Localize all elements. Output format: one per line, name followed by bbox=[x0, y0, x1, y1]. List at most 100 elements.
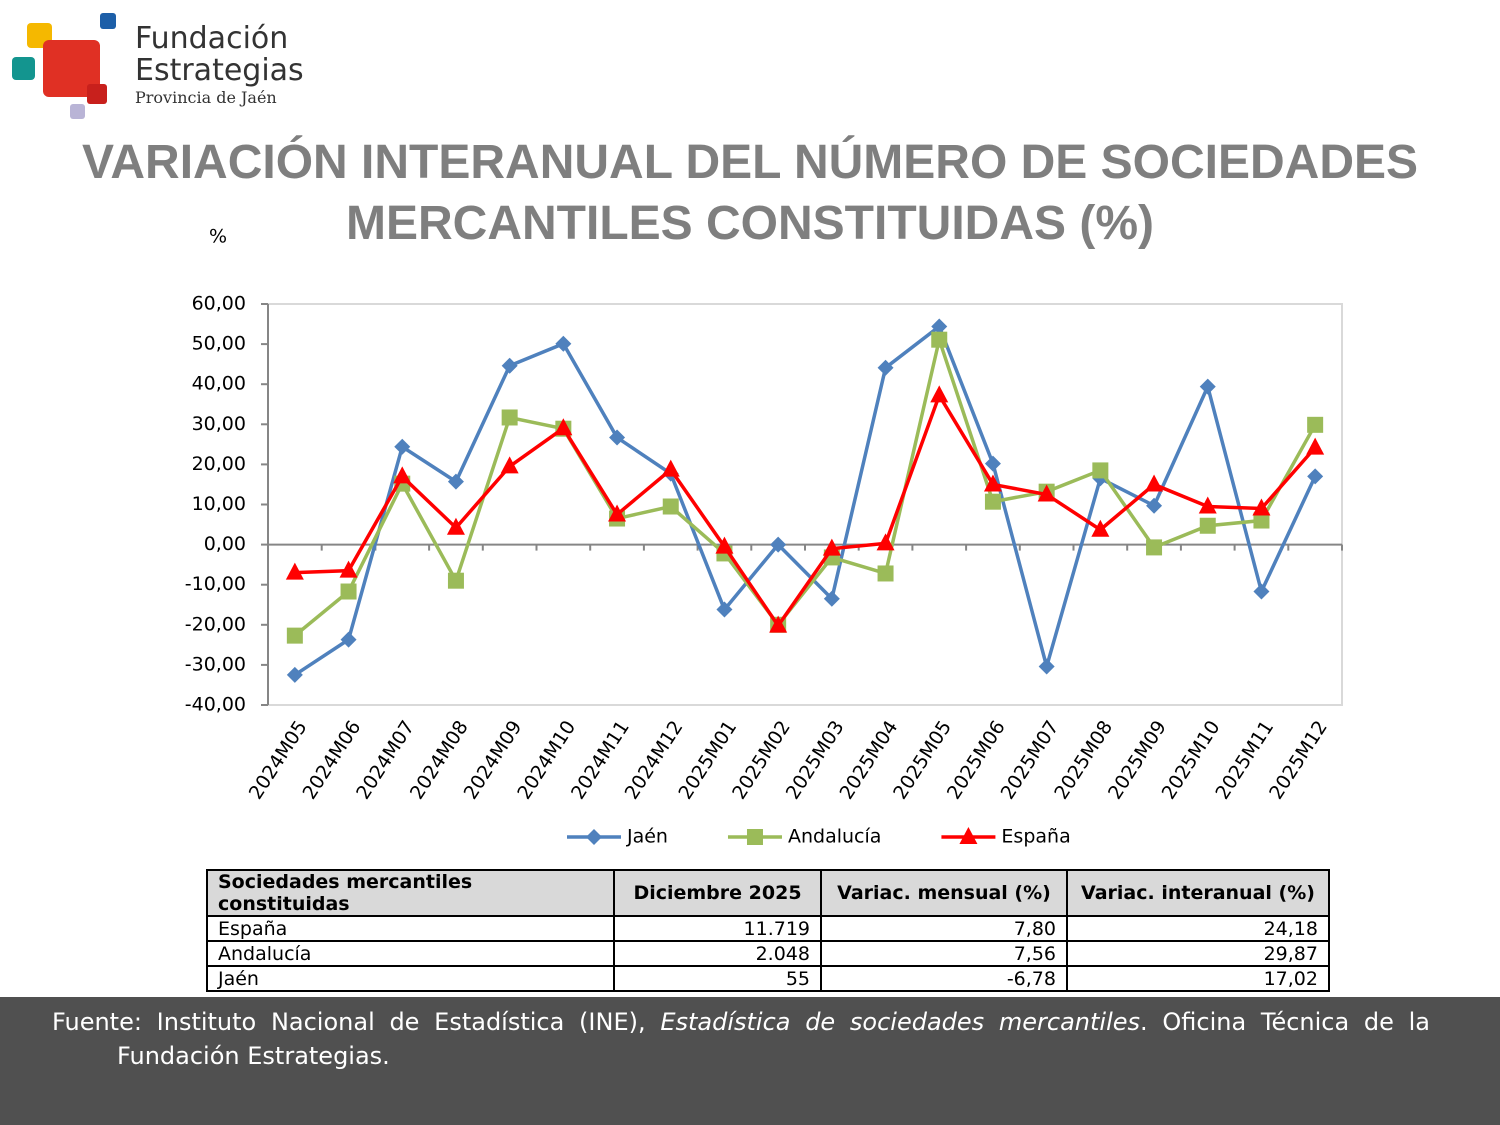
marker-square bbox=[984, 493, 1001, 510]
marker-triangle bbox=[393, 466, 412, 484]
source-text: Fuente: Instituto Nacional de Estadístic… bbox=[52, 1008, 661, 1036]
marker-triangle bbox=[339, 560, 358, 578]
marker-triangle bbox=[1306, 437, 1325, 455]
y-tick-label: -10,00 bbox=[185, 573, 246, 595]
logo-square bbox=[87, 84, 107, 104]
marker-triangle bbox=[1252, 498, 1271, 516]
marker-square bbox=[1146, 539, 1163, 556]
y-tick-label: -40,00 bbox=[185, 694, 246, 716]
logo-square bbox=[12, 57, 35, 80]
data-table: Sociedades mercantiles constituidas Dicie… bbox=[206, 869, 1330, 992]
marker-square bbox=[1199, 517, 1216, 534]
marker-triangle bbox=[876, 533, 895, 551]
marker-diamond bbox=[716, 601, 733, 618]
logo-subtext: Provincia de Jaén bbox=[135, 88, 277, 107]
logo-square bbox=[100, 13, 116, 29]
marker-diamond bbox=[877, 359, 894, 376]
marker-square bbox=[1092, 462, 1109, 479]
marker-square bbox=[340, 583, 357, 600]
marker-square bbox=[501, 409, 518, 426]
series-line bbox=[294, 391, 1317, 629]
logo-square bbox=[43, 40, 100, 97]
marker-diamond bbox=[501, 357, 518, 374]
table-cell: Jaén bbox=[206, 965, 615, 992]
marker-square bbox=[286, 627, 303, 644]
logo-text: Estrategias bbox=[135, 53, 304, 88]
marker-square bbox=[746, 829, 763, 845]
marker-diamond bbox=[555, 335, 572, 352]
table-header-cell: Diciembre 2025 bbox=[613, 869, 822, 917]
y-tick-label: 10,00 bbox=[192, 493, 246, 515]
table-cell: Andalucía bbox=[206, 940, 615, 967]
marker-triangle bbox=[446, 517, 465, 535]
marker-diamond bbox=[823, 590, 840, 607]
table-row: Andalucía 2.048 7,56 29,87 bbox=[206, 940, 1330, 967]
logo-text: Fundación bbox=[135, 21, 288, 56]
marker-diamond bbox=[1038, 658, 1055, 675]
marker-triangle bbox=[554, 418, 573, 436]
footer: Fuente: Instituto Nacional de Estadístic… bbox=[0, 997, 1500, 1125]
table-cell: -6,78 bbox=[820, 965, 1068, 992]
marker-triangle bbox=[1037, 484, 1056, 502]
marker-diamond bbox=[1146, 497, 1163, 514]
y-tick-label: 60,00 bbox=[192, 293, 246, 315]
table-header-cell: Sociedades mercantiles constituidas bbox=[206, 869, 615, 917]
source-title: Estadística de sociedades mercantiles bbox=[660, 1008, 1141, 1036]
logo-square bbox=[70, 104, 85, 119]
y-tick-label: 0,00 bbox=[204, 533, 246, 555]
table-cell: 2.048 bbox=[613, 940, 822, 967]
table-cell: 7,80 bbox=[820, 915, 1068, 942]
marker-diamond bbox=[394, 438, 411, 455]
marker-diamond bbox=[1307, 468, 1324, 485]
marker-square bbox=[931, 331, 948, 348]
marker-diamond bbox=[770, 536, 787, 553]
source-text: . Oficina Técnica de la Fundación Estrat… bbox=[117, 1008, 1430, 1070]
y-axis-unit: % bbox=[209, 226, 227, 248]
table-row: España 11.719 7,80 24,18 bbox=[206, 915, 1330, 942]
marker-triangle bbox=[608, 504, 627, 522]
marker-triangle bbox=[500, 456, 519, 474]
marker-diamond bbox=[586, 829, 602, 845]
marker-diamond bbox=[1199, 378, 1216, 395]
marker-triangle bbox=[769, 615, 788, 633]
marker-diamond bbox=[931, 318, 948, 335]
marker-square bbox=[877, 565, 894, 582]
marker-triangle bbox=[1145, 474, 1164, 492]
marker-square bbox=[1307, 416, 1324, 433]
source-note: Fuente: Instituto Nacional de Estadístic… bbox=[52, 1005, 1430, 1073]
y-tick-label: -30,00 bbox=[185, 653, 246, 675]
table-header-row: Sociedades mercantiles constituidas Dicie… bbox=[206, 869, 1330, 917]
marker-triangle bbox=[1091, 519, 1110, 537]
y-tick-label: 40,00 bbox=[192, 373, 246, 395]
marker-triangle bbox=[983, 474, 1002, 492]
legend-label: Andalucía bbox=[788, 826, 881, 848]
table-row: Jaén 55 -6,78 17,02 bbox=[206, 965, 1330, 992]
table-cell: 17,02 bbox=[1066, 965, 1330, 992]
marker-triangle bbox=[715, 536, 734, 554]
title-line: MERCANTILES CONSTITUIDAS (%) bbox=[346, 197, 1154, 250]
y-tick-label: 30,00 bbox=[192, 413, 246, 435]
marker-triangle bbox=[959, 827, 978, 844]
marker-square bbox=[1253, 512, 1270, 529]
legend-label: España bbox=[1001, 826, 1070, 848]
table-cell: España bbox=[206, 915, 615, 942]
table-cell: 7,56 bbox=[820, 940, 1068, 967]
marker-diamond bbox=[340, 631, 357, 648]
marker-square bbox=[662, 498, 679, 515]
marker-diamond bbox=[1253, 583, 1270, 600]
marker-triangle bbox=[822, 538, 841, 556]
table-cell: 24,18 bbox=[1066, 915, 1330, 942]
table-cell: 55 bbox=[613, 965, 822, 992]
marker-triangle bbox=[930, 385, 949, 403]
title-line: VARIACIÓN INTERANUAL DEL NÚMERO DE SOCIE… bbox=[81, 136, 1419, 189]
table-cell: 29,87 bbox=[1066, 940, 1330, 967]
marker-triangle bbox=[661, 459, 680, 477]
marker-diamond bbox=[984, 455, 1001, 472]
chart-title: VARIACIÓN INTERANUAL DEL NÚMERO DE SOCIE… bbox=[0, 132, 1500, 254]
series-line bbox=[293, 333, 1317, 637]
y-tick-label: -20,00 bbox=[185, 613, 246, 635]
logo: Fundación Estrategias Provincia de Jaén bbox=[12, 13, 304, 119]
series-line bbox=[293, 323, 1317, 677]
marker-square bbox=[447, 572, 464, 589]
